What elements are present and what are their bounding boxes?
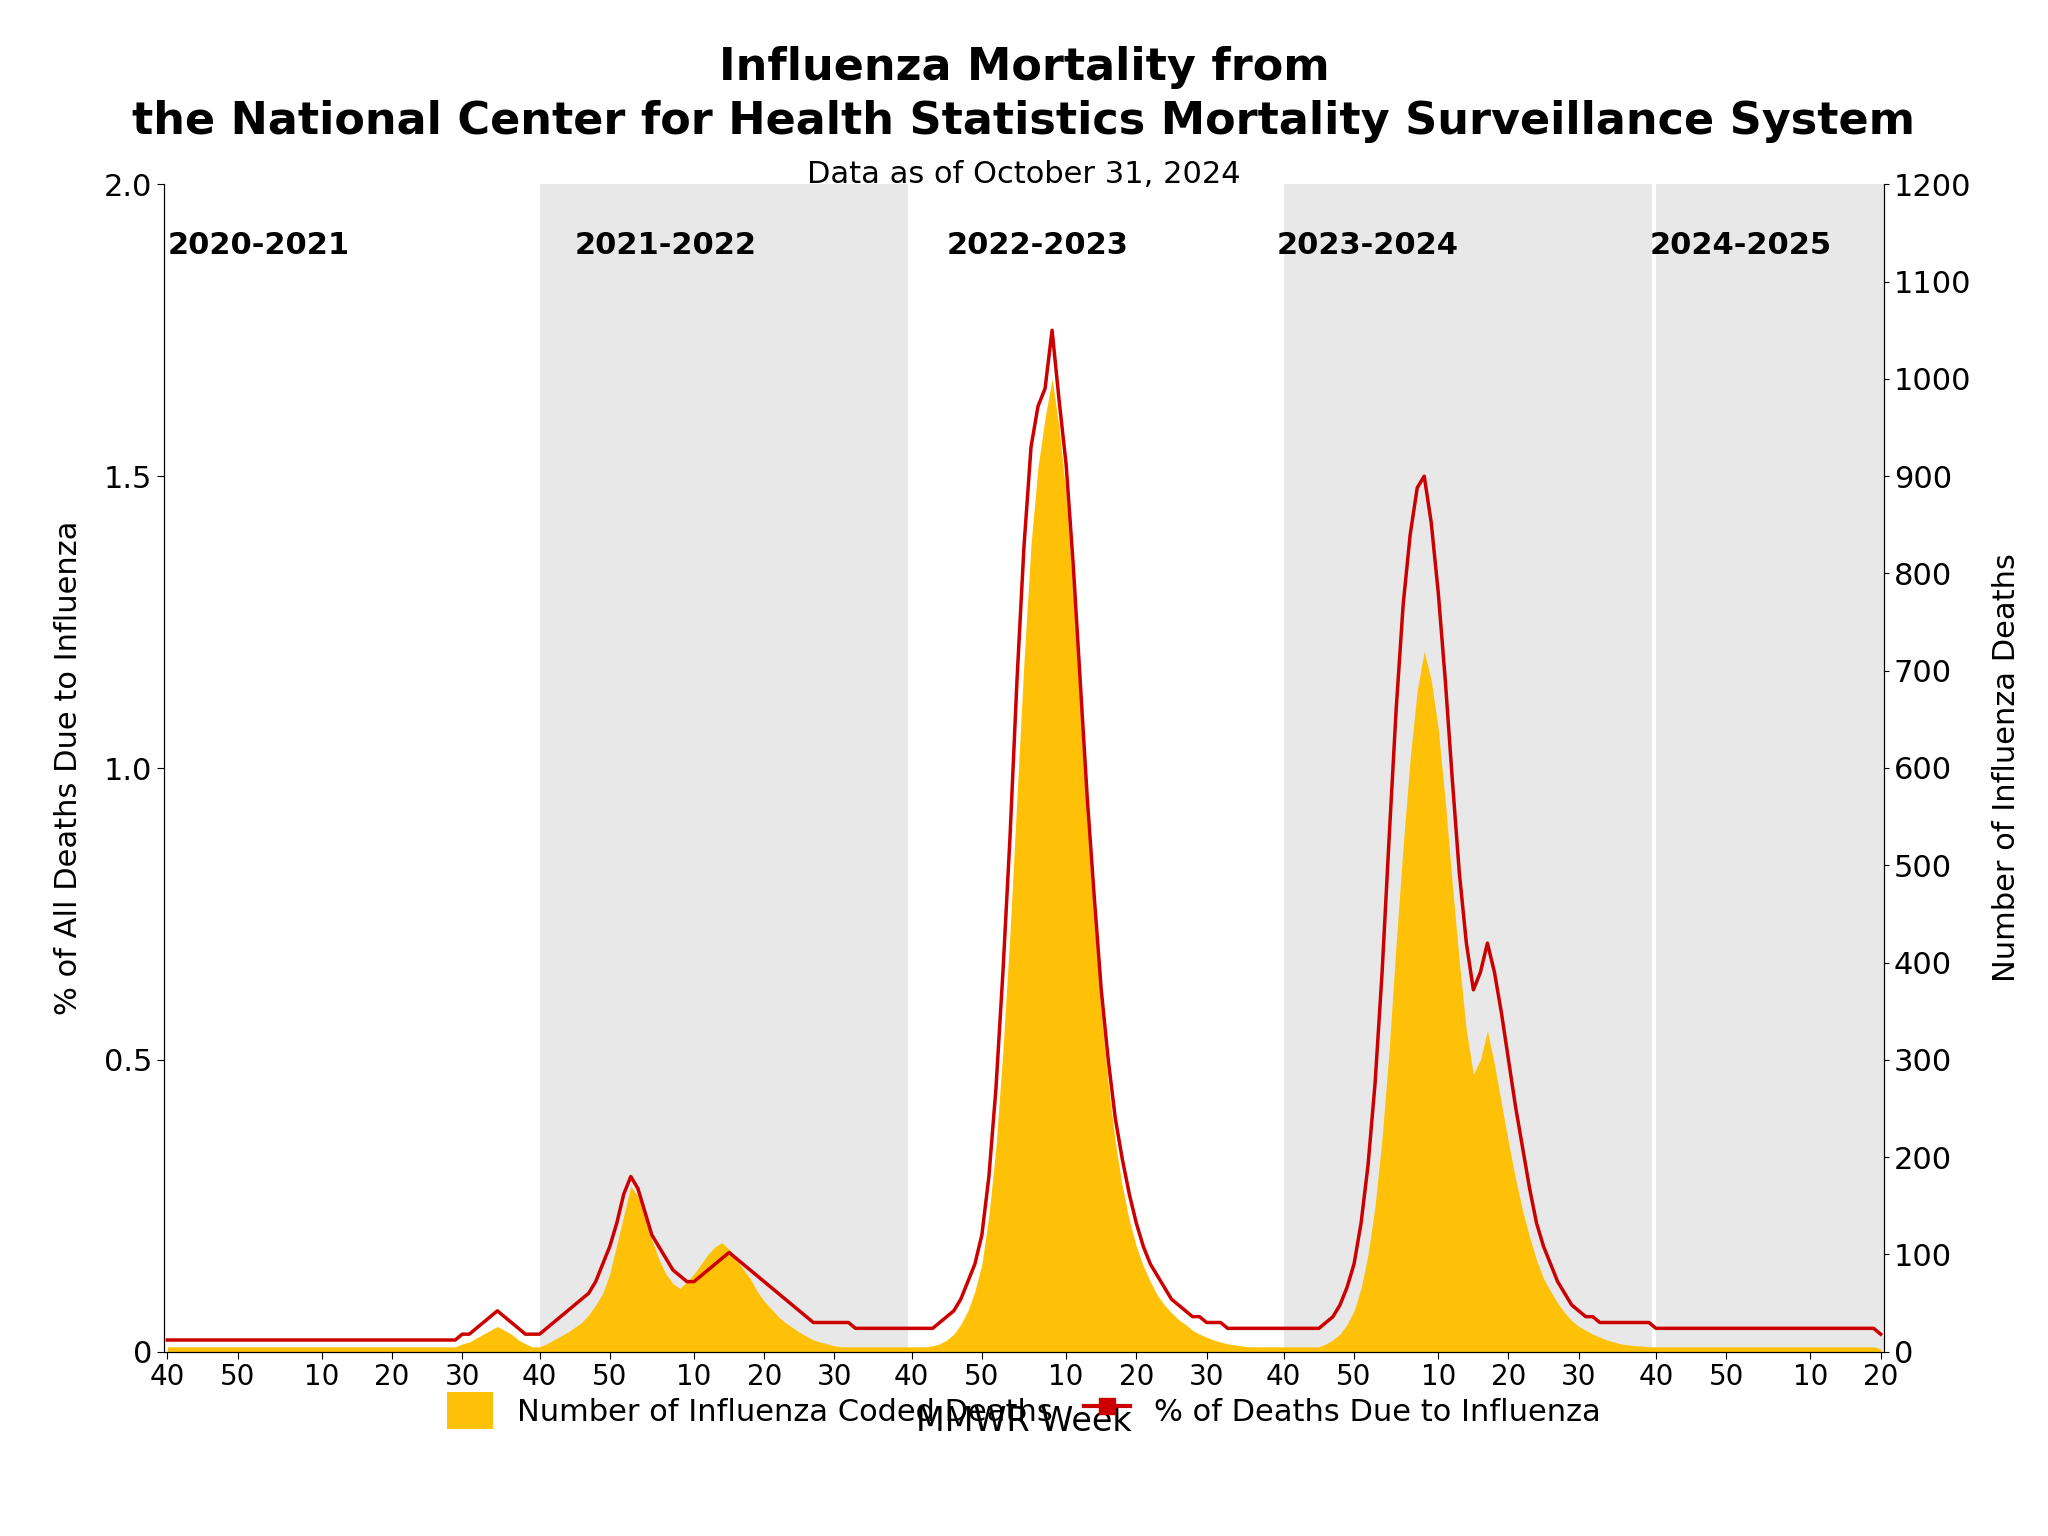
Text: 2023-2024: 2023-2024: [1278, 230, 1458, 260]
Y-axis label: Number of Influenza Deaths: Number of Influenza Deaths: [1993, 553, 2021, 983]
Text: 2022-2023: 2022-2023: [946, 230, 1128, 260]
X-axis label: MMWR Week: MMWR Week: [915, 1405, 1133, 1438]
Text: Influenza Mortality from: Influenza Mortality from: [719, 46, 1329, 89]
Text: 2020-2021: 2020-2021: [168, 230, 350, 260]
Text: 2024-2025: 2024-2025: [1649, 230, 1831, 260]
Text: 2021-2022: 2021-2022: [575, 230, 758, 260]
Text: Data as of October 31, 2024: Data as of October 31, 2024: [807, 160, 1241, 189]
Bar: [1284, 184, 1653, 1352]
Legend: Number of Influenza Coded Deaths, % of Deaths Due to Influenza: Number of Influenza Coded Deaths, % of D…: [434, 1379, 1614, 1441]
Bar: [539, 184, 907, 1352]
Y-axis label: % of All Deaths Due to Influenza: % of All Deaths Due to Influenza: [53, 521, 82, 1015]
Text: the National Center for Health Statistics Mortality Surveillance System: the National Center for Health Statistic…: [133, 100, 1915, 143]
Bar: [1657, 184, 1884, 1352]
